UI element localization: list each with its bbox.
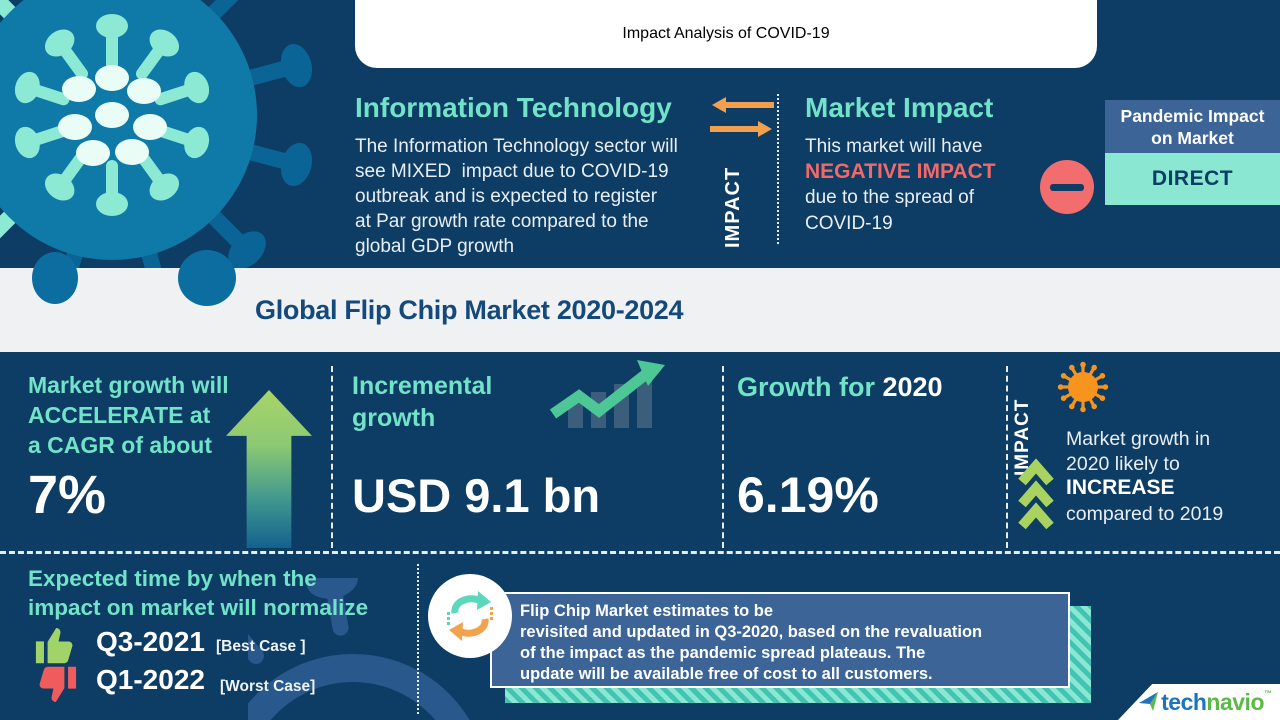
banner-title: Impact Analysis of COVID-19 xyxy=(622,25,830,42)
thumbs-up-icon xyxy=(35,628,73,664)
virus-foot-decoration xyxy=(178,250,236,306)
growth-2020-label-prefix: Growth for xyxy=(737,372,875,402)
coronavirus-icon xyxy=(1057,361,1109,413)
logo-text-tech: tech xyxy=(1161,688,1207,715)
dotted-divider xyxy=(777,94,779,244)
incremental-label-line: Incremental xyxy=(352,372,493,400)
sector-body-line: global GDP growth xyxy=(355,236,515,257)
note-line: update will be available free of cost to… xyxy=(520,665,933,683)
virus-foot-decoration xyxy=(32,252,78,304)
impact-2020-line: compared to 2019 xyxy=(1066,503,1224,525)
growth-2020-value: 6.19% xyxy=(737,467,879,523)
virus-icon xyxy=(0,0,313,290)
market-impact-line: due to the spread of xyxy=(805,187,975,208)
chevrons-up-icon xyxy=(1018,458,1054,530)
dotted-divider xyxy=(417,564,419,714)
dashed-divider-horizontal xyxy=(0,551,1280,554)
exchange-arrows-icon xyxy=(710,97,774,137)
up-arrow-icon xyxy=(226,390,312,548)
dashed-divider xyxy=(722,366,724,548)
impact-2020-line: 2020 likely to xyxy=(1066,453,1180,475)
impact-2020-line: Market growth in xyxy=(1066,428,1211,450)
dashed-divider xyxy=(331,366,333,548)
best-case-value: Q3-2021 xyxy=(96,626,205,657)
market-title: Global Flip Chip Market 2020-2024 xyxy=(255,294,684,325)
normalize-heading-line: Expected time by when the xyxy=(28,566,317,591)
cagr-label-line: ACCELERATE at xyxy=(28,402,211,428)
sector-body-line: at Par growth rate compared to the xyxy=(355,211,649,232)
worst-case-label: [Worst Case] xyxy=(220,678,316,695)
banner: Impact Analysis of COVID-19 xyxy=(355,0,1097,68)
growth-2020-label-year: 2020 xyxy=(882,372,943,402)
pandemic-impact-title-line1: Pandemic Impact xyxy=(1120,105,1265,126)
dashed-divider xyxy=(1006,366,1008,548)
trend-chart-icon xyxy=(549,360,665,428)
pandemic-impact-value: DIRECT xyxy=(1105,153,1280,205)
incremental-label-line: growth xyxy=(352,404,436,432)
technavio-logo: tech navio ™ xyxy=(1118,684,1280,720)
note-line: of the impact as the pandemic spread pla… xyxy=(520,644,926,662)
refresh-icon xyxy=(428,574,512,658)
sector-body-line: see MIXED impact due to COVID-19 xyxy=(355,161,669,182)
market-impact-heading: Market Impact xyxy=(805,92,994,123)
impact-vertical-label: IMPACT xyxy=(722,166,744,248)
sector-heading: Information Technology xyxy=(355,92,672,123)
logo-trademark: ™ xyxy=(1264,689,1272,698)
note-line: revisited and updated in Q3-2020, based … xyxy=(520,623,983,641)
cagr-value: 7% xyxy=(28,465,107,525)
growth-2020-label: Growth for 2020 xyxy=(737,372,943,403)
no-entry-icon xyxy=(1040,160,1094,214)
logo-text-navio: navio xyxy=(1206,688,1264,715)
cagr-label-line: a CAGR of about xyxy=(28,432,212,458)
note-line: Flip Chip Market estimates to be xyxy=(520,602,774,620)
thumbs-down-icon xyxy=(39,666,77,702)
pandemic-impact-title-line2: on Market xyxy=(1151,127,1234,148)
market-impact-line: COVID-19 xyxy=(805,213,893,234)
market-impact-line: This market will have xyxy=(805,136,983,157)
sector-body-line: The Information Technology sector will xyxy=(355,136,678,157)
negative-impact-text: NEGATIVE IMPACT xyxy=(805,160,996,183)
sector-body-line: outbreak and is expected to register xyxy=(355,186,658,207)
incremental-value: USD 9.1 bn xyxy=(352,469,601,522)
increase-text: INCREASE xyxy=(1066,476,1175,499)
best-case-label: [Best Case ] xyxy=(216,638,306,655)
worst-case-value: Q1-2022 xyxy=(96,664,205,695)
technavio-plane-icon xyxy=(1139,692,1159,711)
pandemic-impact-box: Pandemic Impact on Market xyxy=(1105,100,1280,153)
note-box: Flip Chip Market estimates to be revisit… xyxy=(490,592,1070,688)
cagr-label-line: Market growth will xyxy=(28,372,229,398)
normalize-heading-line: impact on market will normalize xyxy=(28,595,369,620)
